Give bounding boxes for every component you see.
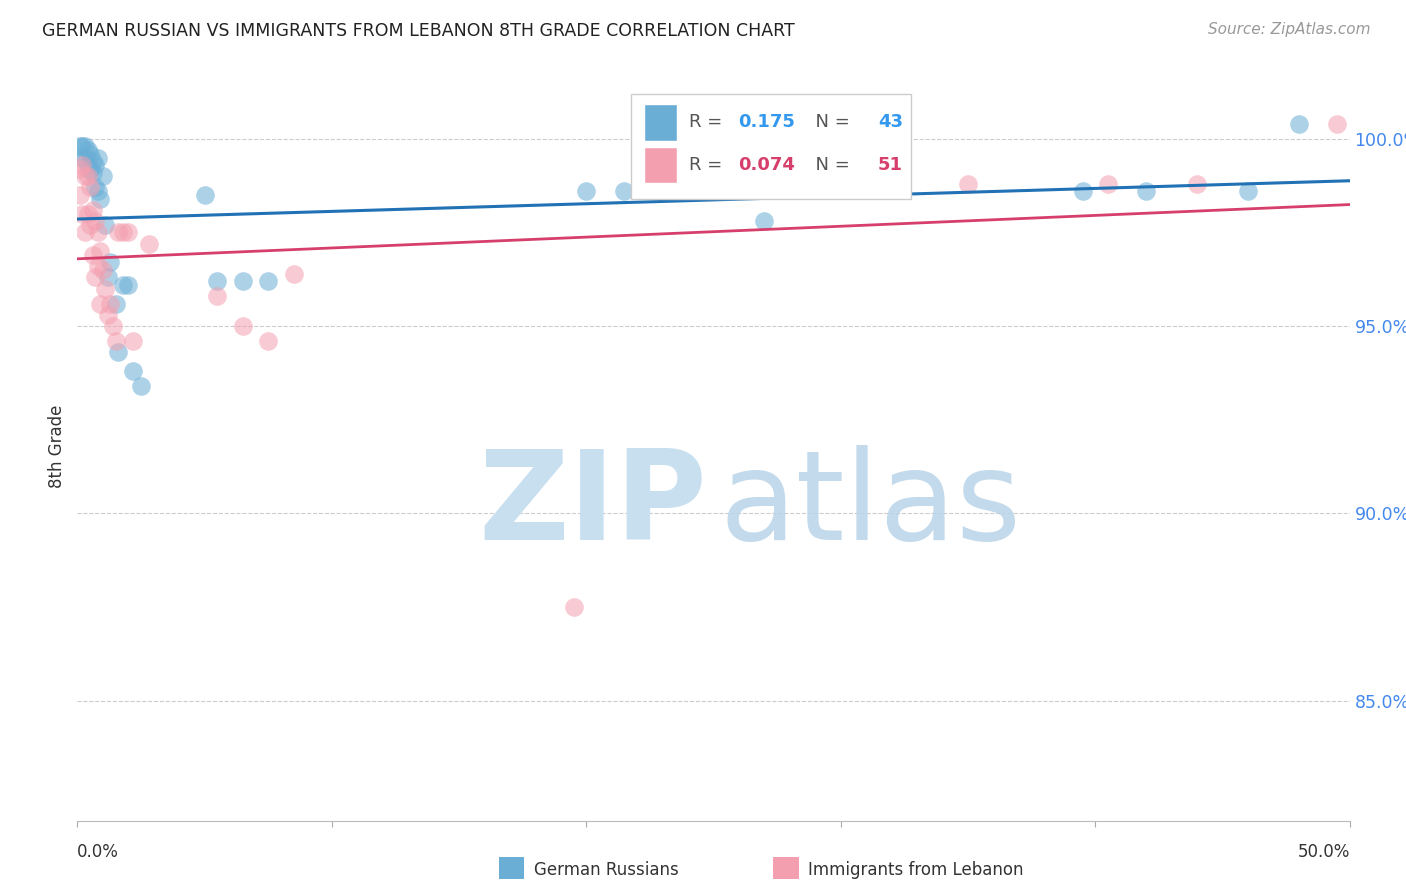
Text: atlas: atlas [720,445,1022,566]
Text: German Russians: German Russians [534,861,679,879]
Point [104,296,127,310]
Point [112,226,135,240]
Point [82,248,104,262]
Point [72,207,94,221]
Point [101,319,124,334]
Text: GERMAN RUSSIAN VS IMMIGRANTS FROM LEBANON 8TH GRADE CORRELATION CHART: GERMAN RUSSIAN VS IMMIGRANTS FROM LEBANO… [42,22,794,40]
Point [1097,177,1119,191]
FancyBboxPatch shape [631,94,911,199]
Point [69,139,91,153]
Point [562,600,585,615]
Text: 0.175: 0.175 [738,113,794,131]
Point [104,334,127,348]
Point [138,236,160,251]
Point [122,364,145,378]
Point [283,267,305,281]
Point [76,158,98,172]
Point [79,161,101,176]
Text: 0.0%: 0.0% [77,843,120,861]
Point [91,263,114,277]
Point [91,169,114,184]
Text: ZIP: ZIP [478,445,707,566]
Point [86,151,108,165]
Point [766,177,789,191]
Point [1288,117,1310,131]
Point [73,139,96,153]
Point [76,143,98,157]
Text: N =: N = [804,156,855,174]
Point [575,184,598,198]
Point [73,169,96,184]
Point [232,274,254,288]
Point [257,274,280,288]
Point [79,218,101,232]
Point [232,319,254,334]
Text: Source: ZipAtlas.com: Source: ZipAtlas.com [1208,22,1371,37]
Point [100,255,122,269]
Point [94,218,117,232]
Point [79,146,101,161]
Point [122,334,145,348]
Point [82,154,104,169]
Point [69,161,91,176]
Y-axis label: 8th Grade: 8th Grade [48,404,66,488]
Point [69,188,91,202]
Text: 43: 43 [877,113,903,131]
Point [1185,177,1208,191]
Point [86,226,108,240]
Text: N =: N = [804,113,855,131]
Point [1135,184,1157,198]
Point [89,296,111,310]
Point [82,202,104,217]
Point [84,214,107,228]
Point [76,207,98,221]
Point [73,151,96,165]
Point [76,169,98,184]
Text: 50.0%: 50.0% [1298,843,1350,861]
Point [194,188,217,202]
Point [207,289,229,303]
Point [129,379,152,393]
Point [72,151,94,165]
Point [86,259,108,273]
Point [89,244,111,259]
Text: R =: R = [689,156,728,174]
Point [107,345,129,359]
Point [97,270,120,285]
Point [716,184,738,198]
Point [94,282,117,296]
Text: R =: R = [689,113,728,131]
Point [754,214,776,228]
Point [84,270,107,285]
Text: 0.074: 0.074 [738,156,794,174]
Point [107,226,129,240]
Point [89,192,111,206]
Point [207,274,229,288]
Point [86,184,108,198]
Point [72,158,94,172]
Point [117,226,139,240]
Point [100,296,122,310]
Point [1237,184,1260,198]
Text: Immigrants from Lebanon: Immigrants from Lebanon [808,861,1024,879]
Point [112,277,135,292]
Point [84,180,107,194]
Point [73,226,96,240]
Text: 51: 51 [877,156,903,174]
Point [117,277,139,292]
Point [957,177,980,191]
Point [82,165,104,179]
Point [1071,184,1094,198]
Point [613,184,636,198]
Point [84,158,107,172]
FancyBboxPatch shape [644,104,676,141]
FancyBboxPatch shape [644,146,676,184]
Point [257,334,280,348]
Point [79,180,101,194]
Point [1326,117,1348,131]
Point [72,139,94,153]
Point [97,308,120,322]
